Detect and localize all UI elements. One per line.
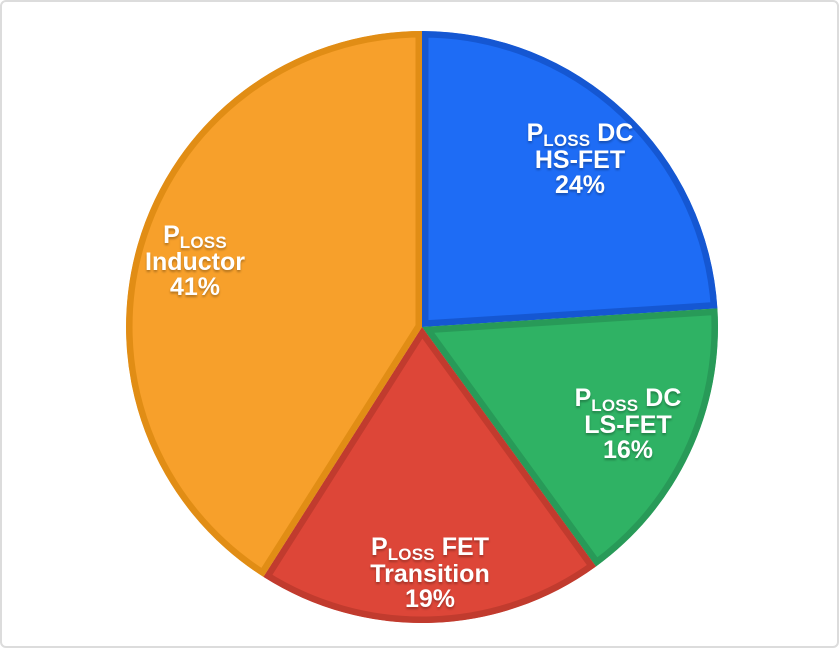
pie-slice-ploss-inductor — [126, 31, 422, 577]
pie-slice-ploss-dc-ls-fet — [422, 308, 718, 567]
pie-slice-ploss-dc-hs-fet — [422, 31, 718, 327]
pie-slice-ploss-fet-transition — [263, 327, 596, 624]
